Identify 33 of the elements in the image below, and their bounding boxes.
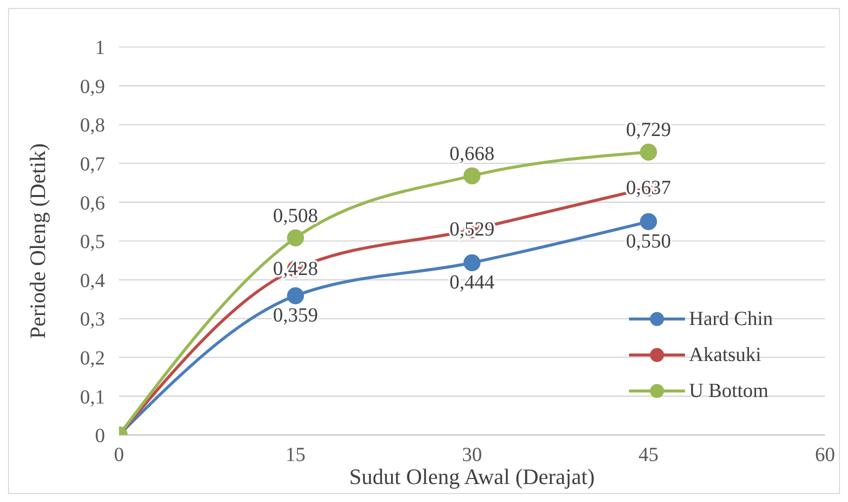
data-label: 0,729 [626, 119, 671, 142]
y-tick-label: 0,6 [80, 192, 105, 214]
legend-label: Hard Chin [689, 307, 773, 332]
x-tick-label: 0 [114, 444, 124, 466]
point [640, 213, 657, 230]
data-label: 0,668 [450, 142, 494, 165]
y-tick-label: 0,4 [80, 270, 105, 292]
point [287, 287, 304, 304]
y-tick-label: 0,3 [80, 308, 105, 331]
y-tick-label: 0 [95, 425, 105, 448]
x-tick-label: 30 [462, 444, 482, 466]
y-tick-label: 0,9 [80, 76, 105, 98]
point [640, 144, 657, 161]
x-tick-label: 45 [638, 444, 658, 466]
data-label: 0,444 [450, 272, 494, 294]
data-label: 0,359 [273, 304, 318, 327]
data-label: 0,508 [273, 204, 318, 227]
y-tick-label: 0,1 [80, 386, 105, 408]
y-axis-title: Periode Oleng (Detik) [24, 143, 50, 339]
x-tick-label: 15 [286, 444, 306, 466]
point [464, 254, 480, 272]
y-tick-label: 0,8 [80, 114, 105, 137]
x-tick-label: 60 [815, 444, 835, 466]
y-tick-label: 0,2 [80, 348, 105, 370]
x-axis-title: Sudut Oleng Awal (Derajat) [349, 464, 595, 489]
point [287, 229, 304, 246]
point [464, 167, 480, 184]
y-tick-label: 0,7 [80, 154, 105, 176]
y-tick-label: 0,5 [80, 231, 105, 254]
legend-label: Akatsuki [689, 343, 762, 368]
legend-label: U Bottom [689, 379, 768, 404]
data-label: 0,550 [626, 230, 671, 253]
y-tick-label: 1 [95, 37, 105, 60]
